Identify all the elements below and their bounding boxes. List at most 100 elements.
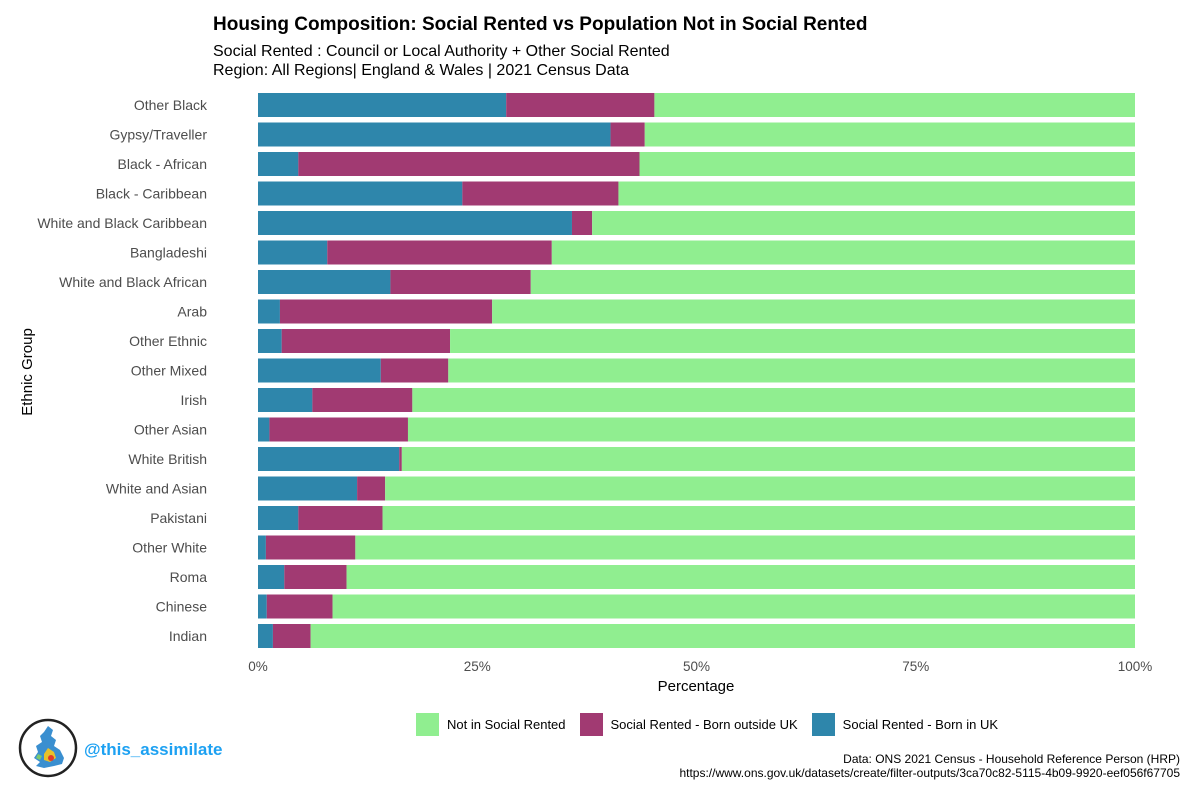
bar-segment <box>258 565 285 589</box>
bar-segment <box>357 476 386 501</box>
bar-segment <box>618 181 1135 206</box>
category-label: Other Asian <box>134 422 207 438</box>
data-source-caption: Data: ONS 2021 Census - Household Refere… <box>843 752 1180 766</box>
bar-segment <box>284 565 347 589</box>
bar-segment <box>258 417 270 442</box>
category-label: White and Asian <box>106 481 207 497</box>
bar-segment <box>412 388 1135 412</box>
bar-segment <box>382 506 1135 530</box>
category-label: Black - African <box>118 156 207 172</box>
category-label: Irish <box>181 392 207 408</box>
x-tick-label: 100% <box>1118 659 1153 674</box>
bar-segment <box>258 122 611 147</box>
bar-chart: Other Black Gypsy/Traveller Black - Africa… <box>19 93 1153 695</box>
x-axis-title: Percentage <box>658 678 735 695</box>
bar-segment <box>355 535 1135 560</box>
bar-segment <box>380 358 449 383</box>
category-label: Indian <box>169 628 207 644</box>
bar-segment <box>258 240 328 265</box>
bar-segment <box>530 270 1135 294</box>
bar-segment <box>401 447 1135 471</box>
legend-label-born-outside: Social Rented - Born outside UK <box>610 717 798 732</box>
category-labels: Other Black Gypsy/Traveller Black - Africa… <box>37 97 208 644</box>
bar-segment <box>258 358 381 383</box>
category-label: Gypsy/Traveller <box>109 127 207 143</box>
bar-segment <box>279 299 493 324</box>
legend-label-born-uk: Social Rented - Born in UK <box>842 717 999 732</box>
bar-segment <box>258 211 572 235</box>
y-axis-title: Ethnic Group <box>19 328 36 416</box>
category-label: Other Black <box>134 97 208 113</box>
bar-segment <box>654 93 1135 117</box>
category-label: White and Black African <box>59 274 207 290</box>
bar-segment <box>385 476 1135 501</box>
data-source-url[interactable]: https://www.ons.gov.uk/datasets/create/f… <box>679 766 1180 780</box>
legend-item-not-social: Not in Social Rented <box>416 713 566 736</box>
category-label: White and Black Caribbean <box>37 215 207 231</box>
bar-segment <box>258 93 507 117</box>
legend-item-born-uk: Social Rented - Born in UK <box>811 713 999 736</box>
bar-segment <box>258 181 463 206</box>
bar-segment <box>592 211 1135 235</box>
category-label: Pakistani <box>150 510 207 526</box>
bar-segment <box>390 270 531 294</box>
uk-map-logo-icon <box>18 718 78 778</box>
bar-segment <box>258 476 358 501</box>
bar-segment <box>298 152 640 176</box>
bar-segment <box>258 299 280 324</box>
bar-segment <box>258 270 391 294</box>
x-tick-label: 75% <box>902 659 929 674</box>
bar-segment <box>571 211 593 235</box>
bar-segment <box>258 152 299 176</box>
category-label: Other Ethnic <box>129 333 207 349</box>
category-label: Chinese <box>156 599 208 615</box>
bar-segment <box>258 329 282 353</box>
category-label: Roma <box>170 569 208 585</box>
bar-segment <box>281 329 451 353</box>
bar-segment <box>327 240 552 265</box>
legend-label-not-social: Not in Social Rented <box>447 717 566 732</box>
bar-segment <box>462 181 619 206</box>
category-label: Other White <box>132 540 207 556</box>
x-tick-label: 25% <box>464 659 491 674</box>
bar-segment <box>346 565 1135 589</box>
bar-segment <box>298 506 383 530</box>
category-label: Bangladeshi <box>130 245 207 261</box>
bar-segment <box>310 624 1135 648</box>
bar-segment <box>258 447 400 471</box>
bar-segment <box>506 93 655 117</box>
bar-segment <box>644 122 1135 147</box>
bar-segment <box>269 417 408 442</box>
bar-segment <box>407 417 1135 442</box>
chart-subtitle-2: Region: All Regions| England & Wales | 2… <box>213 62 629 79</box>
legend-swatch-born-outside <box>579 713 603 736</box>
legend-swatch-not-social <box>416 713 439 736</box>
chart-subtitle-1: Social Rented : Council or Local Authori… <box>213 43 670 60</box>
bar-segment <box>448 358 1136 383</box>
bar-segment <box>399 447 402 471</box>
bar-segment <box>258 388 313 412</box>
bar-segment <box>258 506 299 530</box>
bar-segment <box>272 624 311 648</box>
bar-segment <box>258 535 266 560</box>
x-tick-label: 50% <box>683 659 710 674</box>
category-label: White British <box>128 451 207 467</box>
category-label: Black - Caribbean <box>96 186 207 202</box>
bar-segment <box>551 240 1135 265</box>
bar-segment <box>639 152 1135 176</box>
chart-title: Housing Composition: Social Rented vs Po… <box>213 14 868 35</box>
bar-segment <box>258 624 273 648</box>
x-tick-label: 0% <box>248 659 268 674</box>
bar-segment <box>312 388 413 412</box>
bar-segment <box>258 594 267 619</box>
bar-segment <box>266 594 333 619</box>
twitter-handle[interactable]: @this_assimilate <box>84 740 223 759</box>
bars-group <box>258 93 1136 648</box>
legend-swatch-born-uk <box>811 713 835 736</box>
bar-segment <box>450 329 1135 353</box>
legend-item-born-outside: Social Rented - Born outside UK <box>579 713 798 736</box>
legend: Not in Social Rented Social Rented - Bor… <box>416 713 1012 736</box>
bar-segment <box>610 122 645 147</box>
category-label: Arab <box>177 304 207 320</box>
bar-segment <box>492 299 1135 324</box>
